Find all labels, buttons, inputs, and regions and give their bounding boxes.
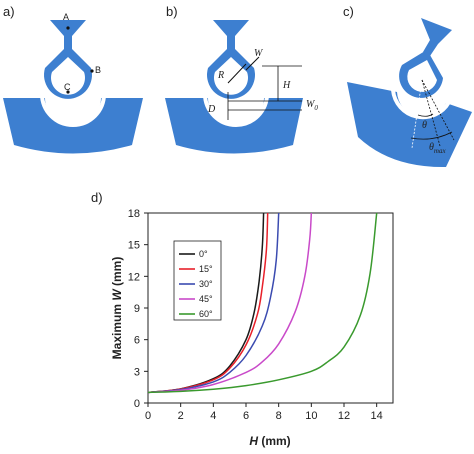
legend-box: [173, 240, 222, 321]
panel-c: c) θ θmax: [343, 4, 472, 168]
angle-line-vertical: [411, 79, 423, 149]
y-axis-prefix: Maximum: [110, 301, 124, 360]
dim-w-label: W: [254, 48, 264, 59]
panel-a: a) A B C: [3, 4, 143, 154]
series-line-3: [147, 212, 313, 394]
panel-d-label: d): [91, 190, 103, 205]
dim-w0-sub: 0: [314, 104, 318, 112]
point-a-label: A: [63, 12, 69, 22]
dim-w0-label: W0: [306, 99, 318, 112]
y-tick-label: 18: [128, 208, 140, 220]
panel-a-label: a): [3, 4, 15, 19]
panel-c-base: [347, 82, 472, 168]
panel-a-gap: [40, 93, 106, 127]
series-line-2: [147, 212, 280, 394]
x-tick-label: 14: [371, 410, 383, 422]
y-axis: 0 3 6 9 12 15 18: [128, 208, 148, 410]
angle-line-max: [421, 79, 455, 141]
x-tick-label: 4: [210, 410, 216, 422]
legend: 0° 15° 30° 45° 60°: [173, 240, 222, 321]
width-line: [245, 56, 260, 71]
theta-max-main: θ: [429, 142, 434, 153]
x-axis-title: H (mm): [249, 434, 290, 448]
dim-h-label: H: [282, 80, 291, 91]
panel-b-top: [213, 20, 249, 50]
x-tick-label: 0: [145, 410, 151, 422]
theta-max-arc: [410, 131, 453, 140]
panel-d: d) 0 2 4 6 8 10 12 14 0 3 6 9 12 15 18 H (mm) Maximum…: [91, 190, 394, 448]
y-axis-var: W: [110, 288, 124, 301]
x-tick-label: 10: [305, 410, 317, 422]
series-line-4: [147, 212, 378, 394]
y-tick-label: 3: [134, 366, 140, 378]
y-axis-title: Maximum W (mm): [110, 257, 124, 360]
legend-items: 0° 15° 30° 45° 60°: [179, 249, 213, 319]
series-line-1: [147, 212, 269, 394]
panel-a-ring: [44, 49, 93, 99]
y-tick-label: 15: [128, 240, 140, 252]
panel-b: b) W R H D W0: [165, 4, 318, 154]
dim-w0-main: W: [306, 99, 316, 110]
legend-label: 45°: [199, 294, 213, 304]
x-axis-var: H: [249, 434, 258, 448]
x-axis-unit: (mm): [258, 434, 291, 448]
legend-label: 0°: [199, 249, 208, 259]
series-lines: [147, 212, 378, 394]
panel-a-top: [50, 20, 86, 50]
panel-c-label: c): [343, 4, 354, 19]
point-b-dot: [90, 69, 94, 73]
panel-a-base: [3, 98, 143, 154]
angle-line-theta: [421, 79, 441, 147]
legend-label: 60°: [199, 309, 213, 319]
theta-max-sub: max: [434, 147, 447, 155]
x-tick-label: 8: [276, 410, 282, 422]
x-tick-label: 2: [178, 410, 184, 422]
x-axis: 0 2 4 6 8 10 12 14: [145, 403, 383, 422]
y-axis-unit: (mm): [110, 257, 124, 290]
dim-r-label: R: [217, 70, 224, 81]
point-b-label: B: [95, 65, 101, 75]
x-tick-label: 6: [243, 410, 249, 422]
legend-label: 30°: [199, 279, 213, 289]
point-a-dot: [66, 26, 70, 30]
point-c-dot: [66, 90, 70, 94]
theta-max-label: θmax: [429, 142, 446, 155]
y-tick-label: 12: [128, 271, 140, 283]
dim-d-label: D: [207, 104, 216, 115]
panel-b-gap: [203, 93, 269, 127]
panel-b-label: b): [166, 4, 178, 19]
radius-line: [227, 63, 247, 84]
panel-b-base: [165, 98, 303, 154]
panel-c-top: [421, 18, 452, 56]
x-tick-label: 12: [338, 410, 350, 422]
panel-b-ring: [207, 49, 255, 99]
theta-label: θ: [422, 120, 427, 131]
panel-c-ring: [399, 51, 443, 98]
y-tick-label: 0: [134, 398, 140, 410]
theta-arc: [417, 113, 434, 117]
y-tick-label: 6: [134, 335, 140, 347]
point-c-label: C: [64, 82, 71, 92]
y-tick-label: 9: [134, 303, 140, 315]
legend-label: 15°: [199, 264, 213, 274]
